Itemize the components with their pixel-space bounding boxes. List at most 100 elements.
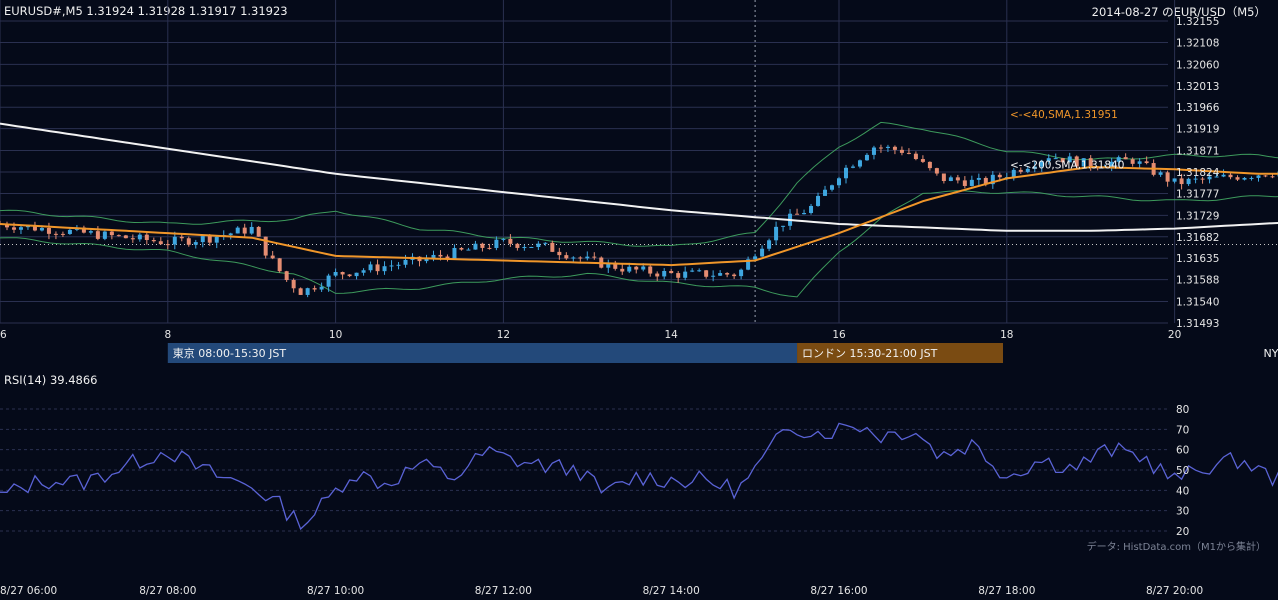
- hour-tick-label: 8: [164, 329, 171, 341]
- candle-up: [823, 189, 828, 196]
- session-label: 東京 08:00-15:30 JST: [173, 346, 287, 360]
- candle-down: [906, 152, 911, 154]
- date-tick-label: 8/27 20:00: [1146, 585, 1203, 597]
- candle-down: [340, 272, 345, 275]
- candle-up: [871, 147, 876, 155]
- candle-up: [760, 248, 765, 257]
- rsi-tick-label: 70: [1176, 424, 1189, 436]
- candle-up: [1242, 177, 1247, 180]
- candle-down: [795, 213, 800, 215]
- candle-up: [1109, 161, 1114, 168]
- price-tick-label: 1.31635: [1176, 253, 1219, 265]
- candle-down: [480, 243, 485, 248]
- candle-up: [739, 269, 744, 277]
- candle-down: [655, 273, 660, 277]
- candle-up: [1186, 178, 1191, 185]
- candle-down: [32, 225, 37, 231]
- candle-up: [452, 247, 457, 259]
- candle-down: [158, 241, 163, 245]
- candle-up: [1011, 169, 1016, 178]
- candle-down: [962, 180, 967, 186]
- candle-down: [312, 288, 317, 290]
- price-tick-label: 1.32060: [1176, 59, 1219, 71]
- candle-up: [67, 229, 72, 234]
- candle-down: [347, 274, 352, 277]
- moving-averages: <-<40,SMA,1.31951 <-<200,SMA,1.31840: [0, 109, 1278, 267]
- candle-up: [473, 243, 478, 250]
- session-bar: 東京 08:00-15:30 JST ロンドン 15:30-21:00 JST NY…: [167, 343, 1278, 363]
- candle-down: [704, 270, 709, 277]
- hour-tick-label: 14: [665, 329, 679, 341]
- candle-up: [396, 264, 401, 266]
- candle-up: [767, 240, 772, 249]
- price-tick-label: 1.31729: [1176, 210, 1219, 222]
- candle-down: [1165, 172, 1170, 182]
- candlesticks: [0, 144, 1278, 298]
- hour-tick-label: 6: [0, 329, 7, 341]
- candle-down: [130, 238, 135, 240]
- hour-tick-label: 10: [329, 329, 342, 341]
- candle-down: [256, 226, 261, 237]
- hour-tick-label: 12: [497, 329, 510, 341]
- candle-down: [116, 235, 121, 237]
- candle-down: [1123, 157, 1128, 160]
- candle-down: [934, 168, 939, 174]
- candle-up: [1137, 161, 1142, 164]
- bollinger-lower-band: [0, 190, 1278, 298]
- candle-up: [697, 270, 702, 272]
- price-tick-label: 1.31777: [1176, 188, 1219, 200]
- candle-down: [613, 262, 618, 269]
- candle-down: [4, 224, 9, 228]
- candle-up: [368, 264, 373, 271]
- candle-down: [165, 244, 170, 246]
- candle-up: [1249, 177, 1254, 179]
- candle-up: [1221, 174, 1226, 177]
- sma200-label: <-<200,SMA,1.31840: [1010, 160, 1124, 172]
- candle-down: [60, 233, 65, 235]
- candle-down: [557, 251, 562, 256]
- rsi-series-line: [0, 422, 1278, 531]
- candle-up: [431, 254, 436, 259]
- price-tick-label: 1.31966: [1176, 102, 1220, 114]
- candle-down: [207, 236, 212, 243]
- candle-up: [662, 270, 667, 277]
- candle-down: [927, 161, 932, 169]
- candle-up: [1158, 172, 1163, 175]
- candle-down: [1200, 178, 1205, 180]
- candle-up: [774, 226, 779, 241]
- candle-up: [864, 154, 869, 161]
- candle-up: [501, 238, 506, 240]
- rsi-tick-label: 20: [1176, 526, 1189, 538]
- candle-up: [1172, 178, 1177, 182]
- candle-up: [837, 178, 841, 186]
- candle-up: [948, 177, 953, 182]
- candle-down: [487, 247, 492, 249]
- sma40-line: [0, 165, 1278, 267]
- session-label: NY 21:00-06:00 JST: [1264, 347, 1278, 360]
- candle-down: [46, 227, 51, 234]
- candle-up: [494, 239, 499, 248]
- candle-down: [997, 174, 1002, 178]
- candle-up: [39, 227, 44, 231]
- candle-up: [830, 185, 835, 190]
- candle-down: [648, 266, 653, 274]
- candle-down: [508, 238, 513, 244]
- candle-down: [725, 273, 730, 275]
- candle-down: [578, 257, 583, 259]
- candle-up: [543, 242, 548, 244]
- candle-down: [144, 234, 149, 241]
- candle-up: [1032, 166, 1037, 169]
- candle-down: [11, 227, 16, 230]
- candle-up: [326, 275, 331, 287]
- candle-up: [781, 225, 786, 227]
- candle-up: [571, 257, 576, 259]
- candle-down: [179, 236, 184, 239]
- candle-up: [389, 265, 394, 267]
- candle-up: [249, 226, 254, 234]
- symbol-info: EURUSD#,M5 1.31924 1.31928 1.31917 1.319…: [4, 4, 288, 18]
- source-note: データ: HistData.com（M1から集計）: [1087, 540, 1266, 553]
- rsi-tick-label: 60: [1176, 445, 1189, 457]
- candle-down: [123, 235, 128, 239]
- candle-down: [564, 255, 569, 259]
